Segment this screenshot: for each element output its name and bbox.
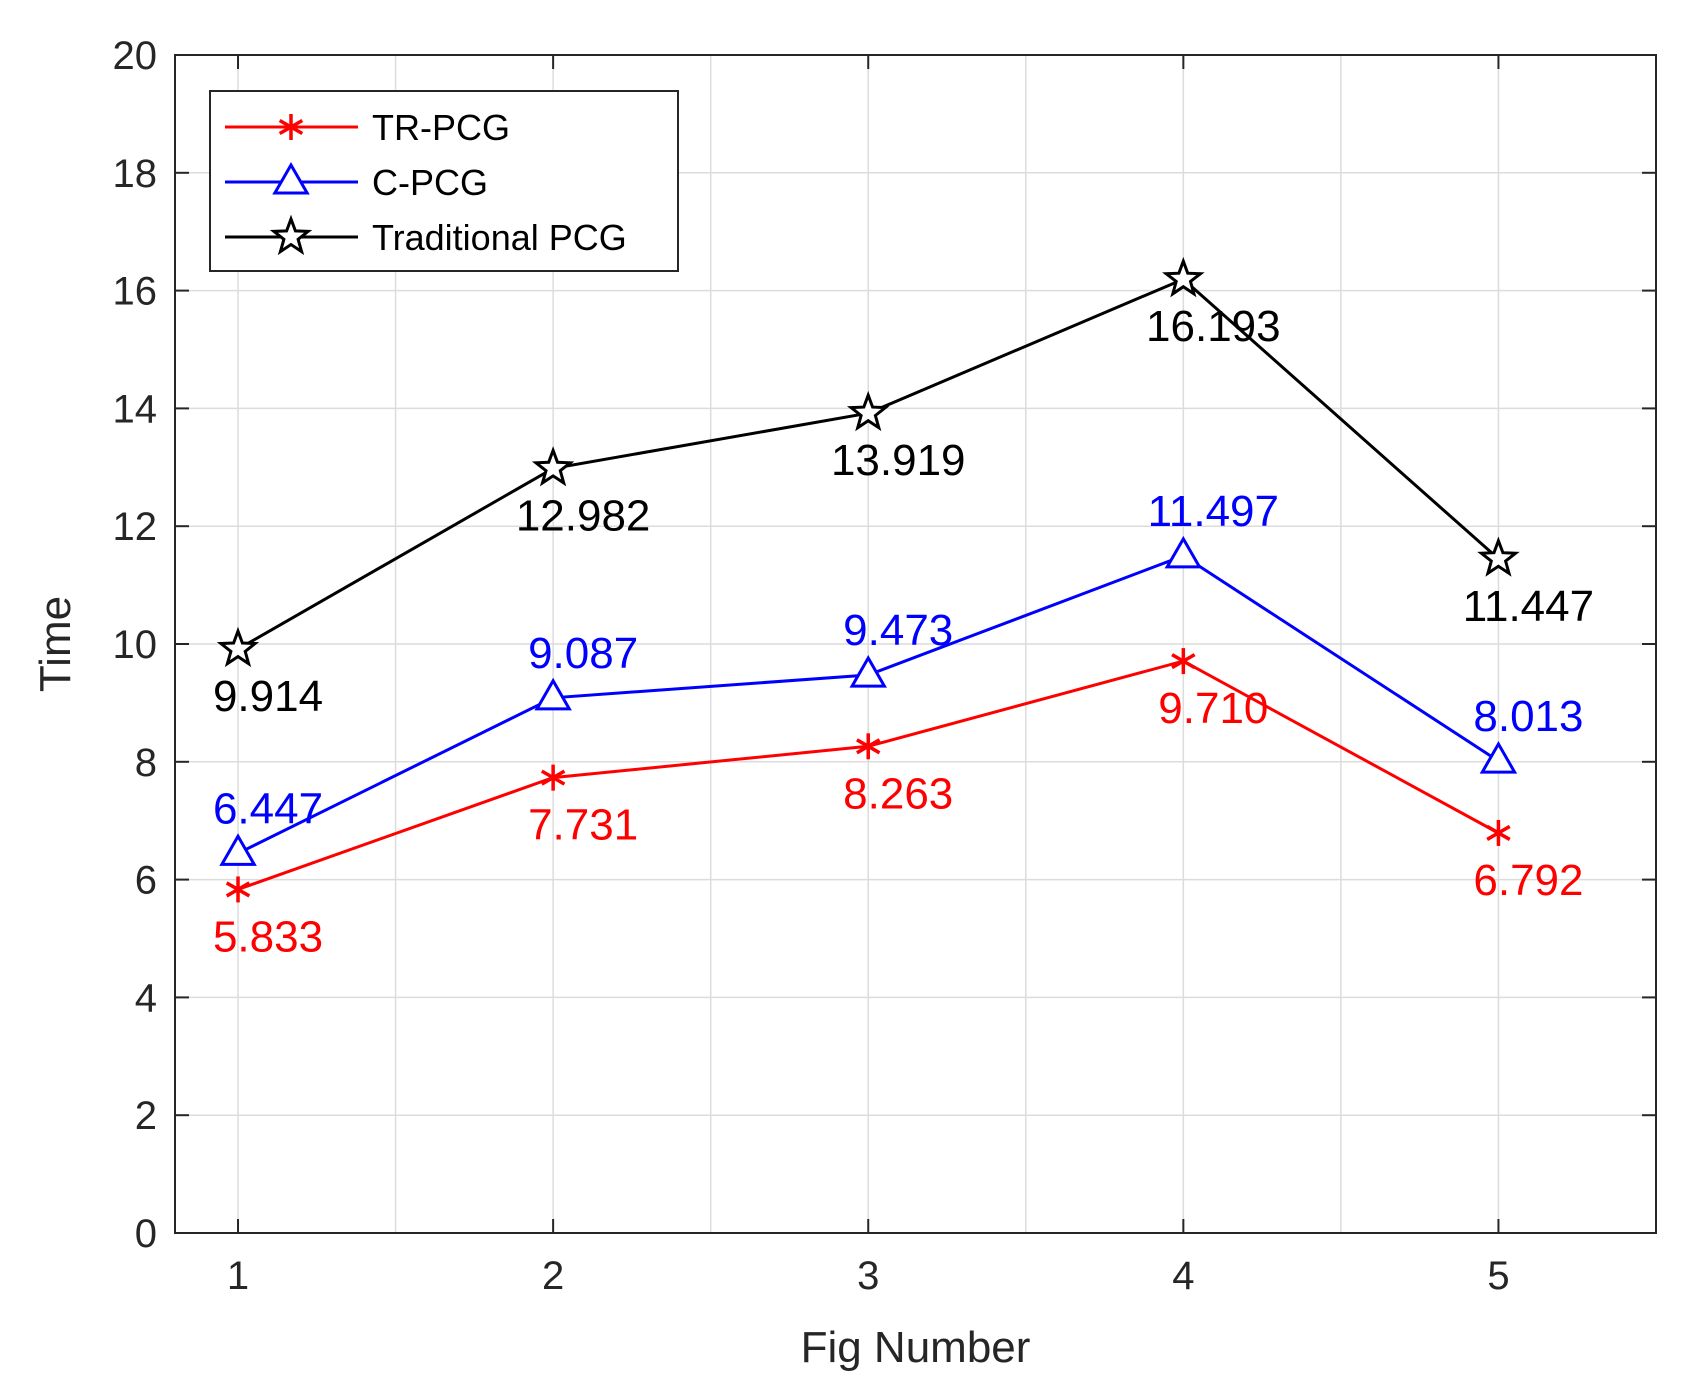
data-label-tr-pcg: 6.792: [1473, 856, 1583, 905]
data-label-c-pcg: 6.447: [213, 784, 323, 833]
series-group: [216, 256, 1520, 903]
legend-item-tr-pcg: TR-PCG: [225, 107, 510, 148]
legend-marker-traditional-pcg: [269, 214, 313, 256]
series-tr-pcg: [225, 648, 1511, 903]
y-tick-label: 20: [113, 34, 158, 78]
x-tick-label: 2: [542, 1254, 564, 1298]
x-tick-label: 4: [1172, 1254, 1194, 1298]
data-label-tr-pcg: 8.263: [843, 769, 953, 818]
point-c-pcg: [1479, 741, 1518, 774]
y-tick-label: 8: [135, 741, 157, 785]
data-label-traditional-pcg: 13.919: [831, 436, 966, 485]
point-tr-pcg: [540, 764, 566, 791]
legend-marker-tr-pcg: [278, 114, 304, 140]
data-label-traditional-pcg: 12.982: [516, 491, 651, 540]
point-tr-pcg: [1486, 819, 1511, 846]
x-tick-label: 3: [857, 1254, 879, 1298]
point-c-pcg: [219, 833, 257, 866]
legend-item-traditional-pcg: Traditional PCG: [225, 214, 627, 258]
y-tick-label: 4: [135, 976, 157, 1020]
data-label-tr-pcg: 7.731: [528, 801, 638, 850]
y-tick-label: 16: [113, 270, 158, 314]
point-traditional-pcg: [846, 390, 890, 432]
x-tick-label: 5: [1487, 1254, 1509, 1298]
point-tr-pcg: [1171, 648, 1196, 675]
point-traditional-pcg: [216, 626, 260, 668]
legend-label-tr-pcg: TR-PCG: [372, 107, 510, 148]
data-label-c-pcg: 8.013: [1473, 692, 1583, 741]
point-c-pcg: [849, 655, 887, 688]
legend-label-c-pcg: C-PCG: [372, 162, 488, 203]
y-axis-label: Time: [31, 596, 80, 692]
legend-label-traditional-pcg: Traditional PCG: [372, 217, 627, 258]
y-tick-label: 2: [135, 1094, 157, 1138]
y-tick-label: 14: [113, 387, 158, 431]
y-tick-label: 0: [135, 1212, 157, 1256]
point-traditional-pcg: [1162, 256, 1205, 298]
data-label-traditional-pcg: 16.193: [1146, 302, 1281, 351]
y-tick-label: 6: [135, 859, 157, 903]
data-labels: 5.833 7.731 8.263 9.710 6.792 6.447 9.087 9.473…: [213, 302, 1594, 961]
data-label-c-pcg: 11.497: [1148, 487, 1279, 536]
data-label-traditional-pcg: 11.447: [1463, 582, 1594, 631]
x-tick-label: 1: [227, 1254, 249, 1298]
marker-stroke: [856, 738, 881, 755]
y-tick-label: 12: [113, 505, 158, 549]
marker-stroke: [278, 118, 304, 136]
legend-marker-c-pcg: [272, 161, 310, 195]
point-c-pcg: [1164, 535, 1203, 569]
data-label-c-pcg: 9.087: [528, 629, 638, 678]
data-label-traditional-pcg: 9.914: [213, 672, 323, 721]
y-tick-label: 18: [113, 152, 158, 196]
y-tick-label: 10: [113, 623, 158, 667]
legend-item-c-pcg: C-PCG: [225, 161, 488, 203]
point-traditional-pcg: [1477, 536, 1520, 577]
point-traditional-pcg: [531, 446, 575, 487]
marker-stroke: [1486, 824, 1511, 841]
marker-stroke: [540, 769, 566, 786]
series-traditional-pcg: [216, 256, 1520, 668]
marker-stroke: [225, 881, 251, 898]
data-label-tr-pcg: 5.833: [213, 912, 323, 961]
marker-stroke: [1171, 653, 1196, 670]
x-axis-label: Fig Number: [801, 1323, 1031, 1372]
point-tr-pcg: [856, 733, 881, 760]
point-tr-pcg: [225, 876, 251, 903]
series-c-pcg: [219, 535, 1518, 866]
point-c-pcg: [534, 677, 572, 711]
data-label-tr-pcg: 9.710: [1158, 684, 1268, 733]
legend: TR-PCG C-PCG Traditional PCG: [209, 90, 679, 272]
data-label-c-pcg: 9.473: [843, 606, 953, 655]
